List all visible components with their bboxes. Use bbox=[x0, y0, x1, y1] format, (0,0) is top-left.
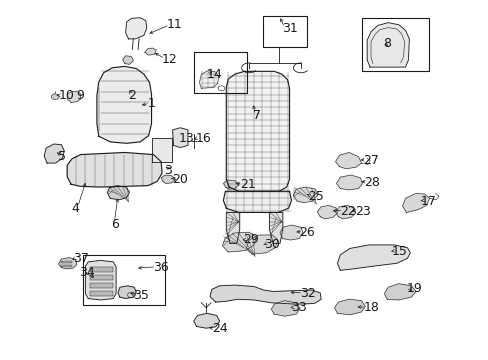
Text: 32: 32 bbox=[299, 287, 315, 300]
Text: 11: 11 bbox=[166, 18, 182, 31]
Polygon shape bbox=[67, 153, 162, 187]
Polygon shape bbox=[172, 128, 187, 148]
Polygon shape bbox=[269, 212, 282, 243]
Polygon shape bbox=[44, 144, 64, 163]
Polygon shape bbox=[223, 191, 291, 212]
Polygon shape bbox=[317, 206, 337, 219]
Bar bbox=[194, 52, 246, 93]
Polygon shape bbox=[226, 212, 239, 243]
Polygon shape bbox=[125, 18, 146, 39]
Polygon shape bbox=[152, 138, 171, 162]
Polygon shape bbox=[118, 286, 136, 298]
Polygon shape bbox=[209, 285, 321, 304]
Bar bbox=[90, 291, 113, 296]
Polygon shape bbox=[67, 91, 81, 102]
Polygon shape bbox=[402, 193, 428, 212]
Polygon shape bbox=[246, 235, 278, 254]
Polygon shape bbox=[335, 153, 361, 169]
Text: 36: 36 bbox=[153, 261, 169, 274]
Bar bbox=[61, 265, 72, 267]
Text: 10: 10 bbox=[59, 89, 74, 102]
Text: 21: 21 bbox=[239, 178, 255, 191]
Polygon shape bbox=[384, 284, 415, 300]
Polygon shape bbox=[280, 225, 303, 240]
Circle shape bbox=[51, 94, 59, 100]
Text: 37: 37 bbox=[73, 252, 89, 265]
Text: 33: 33 bbox=[291, 301, 306, 314]
Polygon shape bbox=[97, 66, 151, 143]
Text: 6: 6 bbox=[111, 218, 119, 231]
Text: 25: 25 bbox=[307, 190, 323, 203]
Text: 8: 8 bbox=[383, 37, 391, 50]
Polygon shape bbox=[337, 245, 409, 270]
Polygon shape bbox=[334, 299, 365, 315]
Text: 9: 9 bbox=[76, 89, 83, 102]
Text: 4: 4 bbox=[71, 202, 79, 215]
Polygon shape bbox=[223, 180, 238, 189]
Text: 23: 23 bbox=[354, 204, 370, 217]
Text: 22: 22 bbox=[340, 204, 355, 217]
Polygon shape bbox=[85, 260, 116, 300]
Text: 18: 18 bbox=[363, 301, 379, 314]
Text: 30: 30 bbox=[263, 238, 279, 251]
Text: 3: 3 bbox=[163, 164, 171, 177]
Polygon shape bbox=[193, 313, 219, 328]
Text: 35: 35 bbox=[133, 289, 149, 302]
Text: 26: 26 bbox=[299, 226, 315, 239]
Polygon shape bbox=[271, 301, 300, 316]
Text: 7: 7 bbox=[253, 109, 261, 122]
Polygon shape bbox=[122, 56, 133, 64]
Polygon shape bbox=[335, 206, 355, 219]
Bar bbox=[90, 275, 113, 280]
Text: 28: 28 bbox=[364, 176, 379, 189]
Polygon shape bbox=[107, 186, 129, 200]
Polygon shape bbox=[366, 23, 408, 67]
Polygon shape bbox=[161, 175, 175, 184]
Polygon shape bbox=[293, 187, 317, 203]
Bar bbox=[90, 283, 113, 288]
Bar bbox=[90, 267, 113, 273]
Polygon shape bbox=[59, 258, 77, 269]
Text: 24: 24 bbox=[211, 323, 227, 336]
Text: 16: 16 bbox=[195, 132, 211, 145]
Text: 17: 17 bbox=[420, 195, 436, 208]
Polygon shape bbox=[144, 48, 156, 55]
Text: 2: 2 bbox=[128, 89, 136, 102]
Bar bbox=[361, 18, 428, 71]
Bar bbox=[61, 261, 72, 263]
Bar bbox=[262, 15, 306, 47]
Text: 14: 14 bbox=[207, 68, 223, 81]
Text: 13: 13 bbox=[178, 132, 194, 145]
Text: 12: 12 bbox=[162, 53, 178, 66]
Text: 34: 34 bbox=[79, 266, 95, 279]
Text: 1: 1 bbox=[147, 96, 155, 109]
Text: 31: 31 bbox=[281, 22, 297, 35]
Bar bbox=[82, 255, 164, 305]
Text: 20: 20 bbox=[171, 173, 187, 186]
Text: 19: 19 bbox=[406, 282, 421, 295]
Polygon shape bbox=[336, 175, 362, 190]
Text: 29: 29 bbox=[243, 234, 259, 247]
Polygon shape bbox=[222, 232, 256, 252]
Text: 27: 27 bbox=[363, 154, 379, 167]
Polygon shape bbox=[199, 71, 218, 88]
Polygon shape bbox=[226, 71, 289, 191]
Text: 15: 15 bbox=[391, 245, 407, 258]
Text: 5: 5 bbox=[58, 149, 65, 162]
